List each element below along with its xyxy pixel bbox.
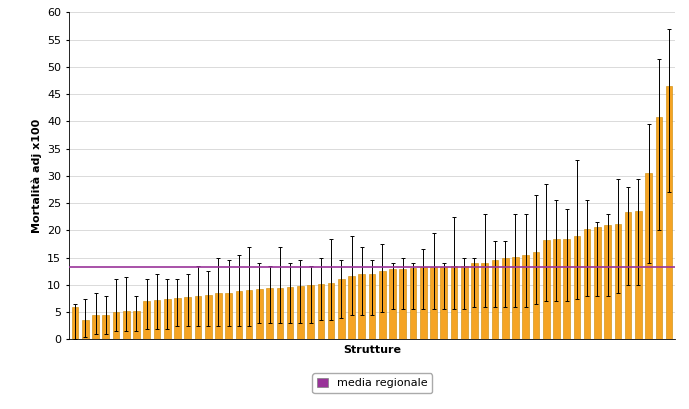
Legend: media regionale: media regionale xyxy=(312,373,432,393)
Bar xyxy=(379,271,386,339)
Bar xyxy=(543,240,550,339)
Y-axis label: Mortalità adj x100: Mortalità adj x100 xyxy=(31,119,41,233)
Bar xyxy=(113,312,119,339)
Bar xyxy=(512,256,519,339)
Bar xyxy=(471,263,477,339)
Bar xyxy=(492,261,498,339)
Bar xyxy=(666,86,672,339)
Bar xyxy=(502,258,508,339)
Bar xyxy=(225,293,232,339)
Bar xyxy=(358,274,365,339)
Bar xyxy=(194,296,201,339)
Bar xyxy=(410,268,416,339)
Bar xyxy=(615,224,621,339)
Bar xyxy=(440,267,447,339)
Bar xyxy=(267,288,273,339)
Bar xyxy=(82,320,89,339)
Bar xyxy=(348,276,355,339)
Bar xyxy=(154,300,161,339)
Bar xyxy=(246,290,252,339)
Bar xyxy=(92,315,99,339)
Bar xyxy=(236,292,243,339)
Bar xyxy=(451,266,457,339)
Bar xyxy=(174,298,181,339)
Bar xyxy=(400,269,406,339)
Bar xyxy=(215,293,222,339)
Bar xyxy=(430,267,437,339)
Bar xyxy=(143,301,150,339)
Bar xyxy=(185,297,191,339)
Bar xyxy=(461,266,468,339)
Bar xyxy=(369,274,376,339)
Bar xyxy=(625,212,631,339)
Bar xyxy=(564,238,570,339)
Bar xyxy=(646,173,652,339)
Bar xyxy=(123,311,130,339)
Bar xyxy=(482,263,488,339)
Bar xyxy=(635,211,641,339)
Bar xyxy=(655,117,662,339)
Bar xyxy=(389,269,396,339)
Bar xyxy=(420,267,426,339)
Bar xyxy=(594,227,601,339)
Bar xyxy=(318,284,325,339)
Bar xyxy=(553,238,559,339)
Bar xyxy=(297,286,304,339)
Bar xyxy=(604,225,611,339)
Bar xyxy=(287,287,294,339)
Bar xyxy=(276,288,283,339)
Bar xyxy=(328,283,334,339)
Bar xyxy=(205,295,212,339)
Bar xyxy=(338,279,344,339)
Bar xyxy=(307,285,314,339)
Bar xyxy=(522,255,529,339)
Bar xyxy=(256,289,263,339)
Bar xyxy=(164,299,171,339)
Bar xyxy=(584,229,590,339)
Bar xyxy=(103,315,109,339)
Bar xyxy=(573,236,580,339)
Bar xyxy=(533,252,539,339)
X-axis label: Strutture: Strutture xyxy=(343,345,401,355)
Bar xyxy=(133,311,140,339)
Bar xyxy=(72,307,79,339)
